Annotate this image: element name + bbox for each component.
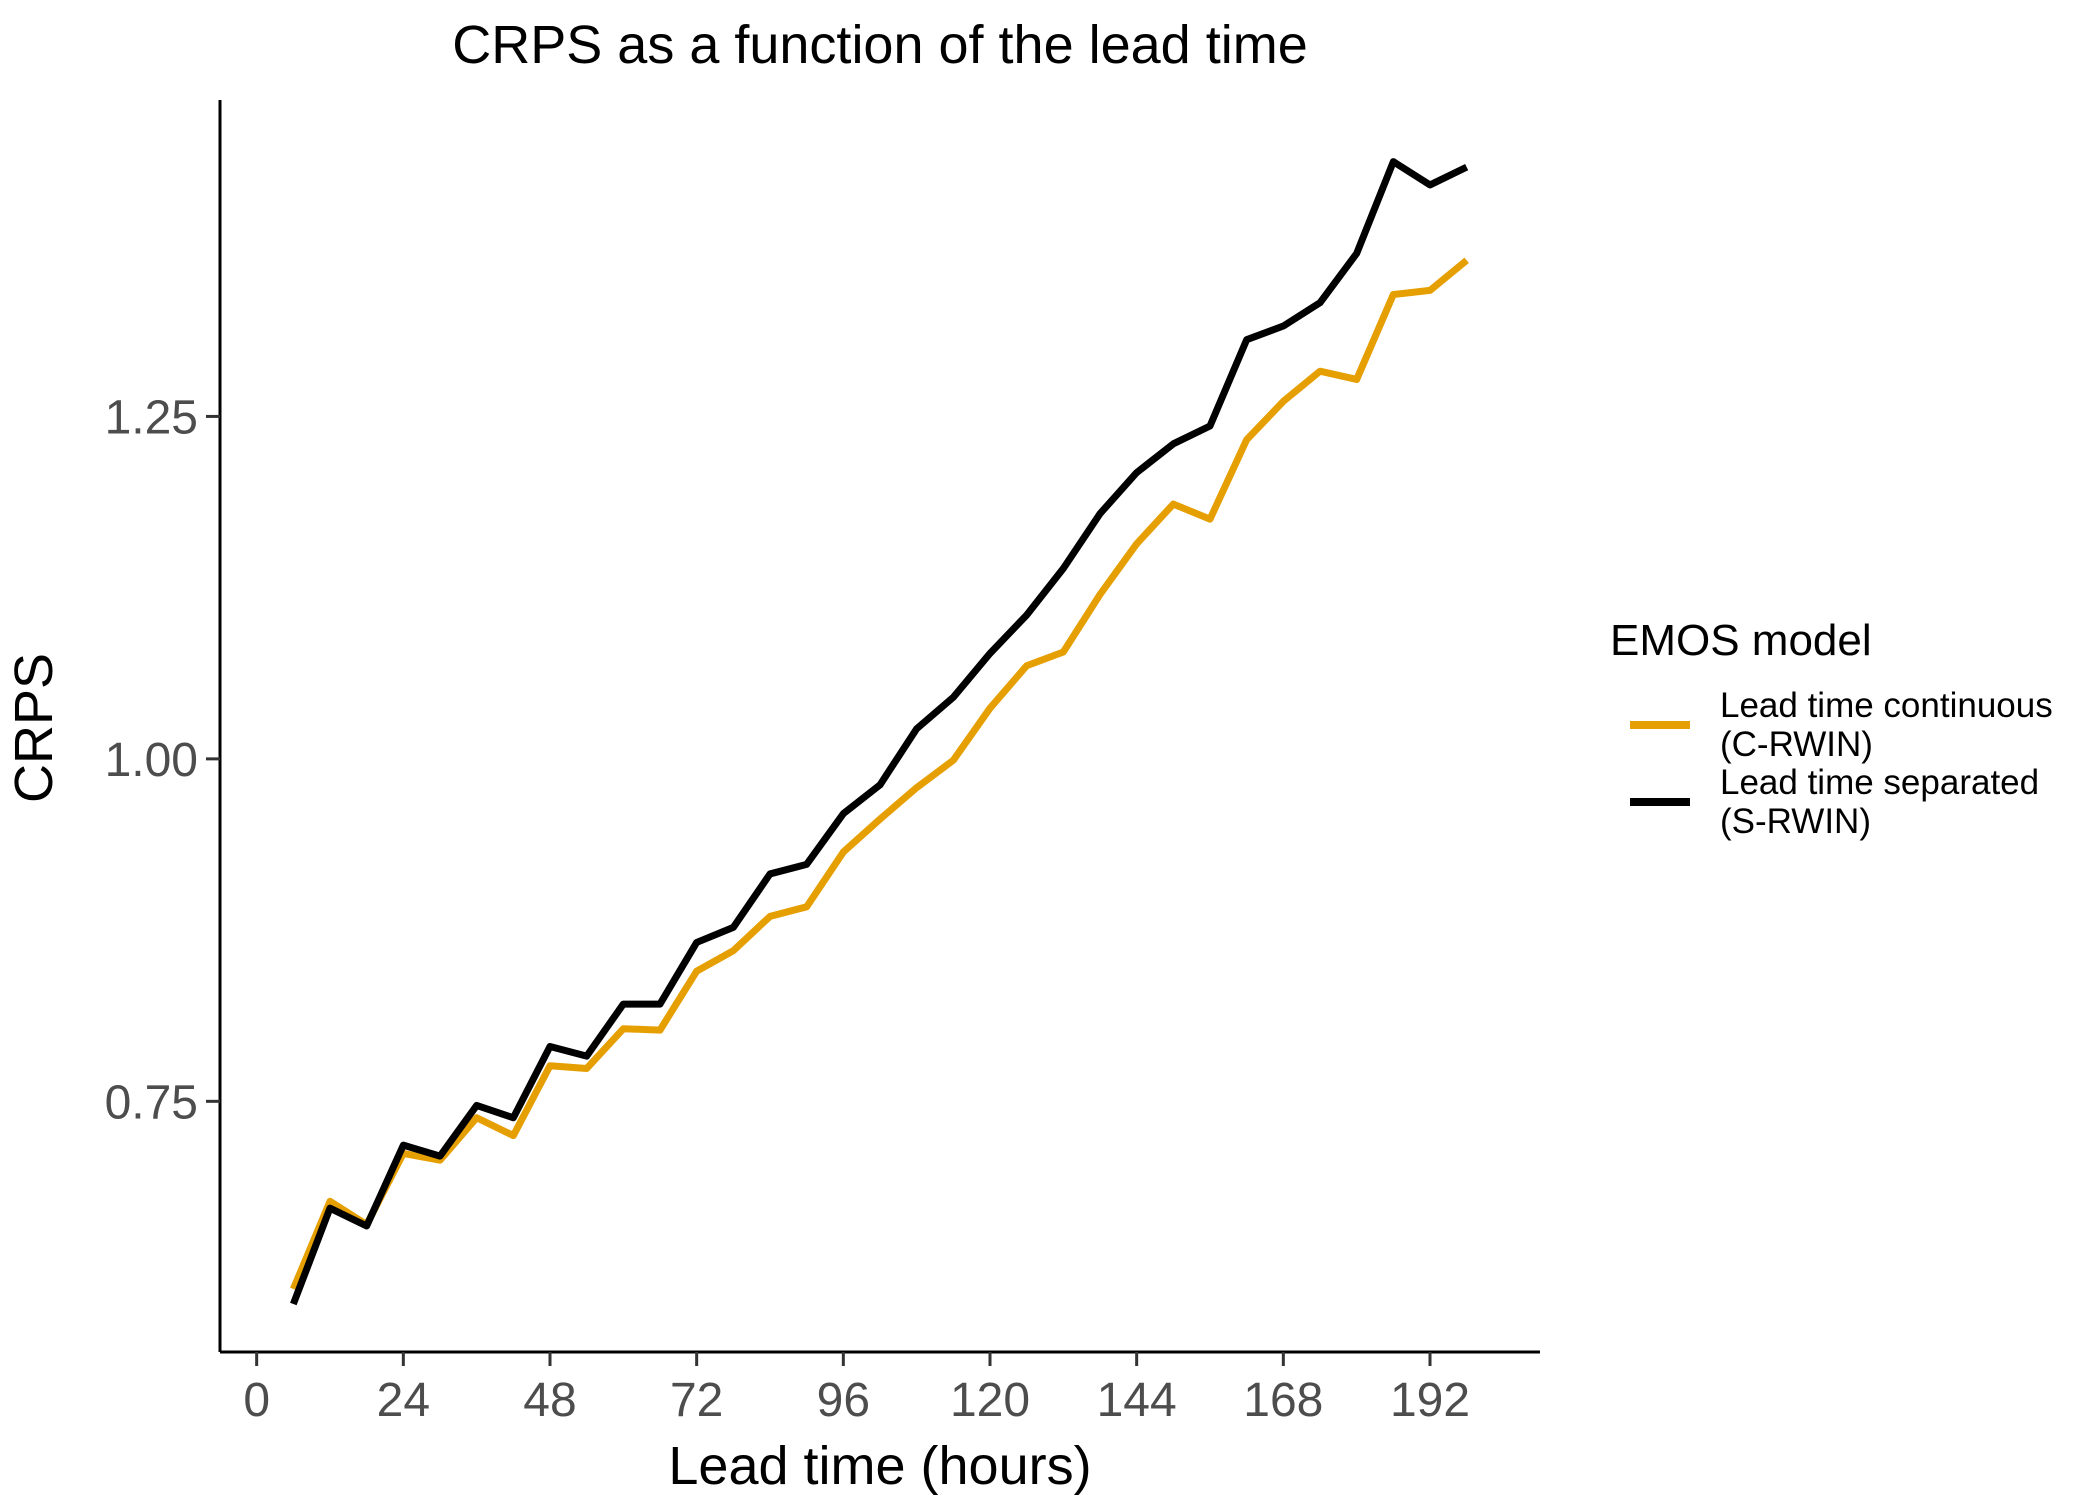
legend-title: EMOS model xyxy=(1610,616,1872,665)
x-axis-title: Lead time (hours) xyxy=(668,1436,1091,1496)
y-tick-label: 1.00 xyxy=(105,734,198,787)
legend-label-1-line-1: Lead time continuous xyxy=(1720,686,2053,725)
x-tick-label: 24 xyxy=(377,1374,430,1427)
x-tick-label: 144 xyxy=(1097,1374,1177,1427)
legend-items: Lead time continuous(C-RWIN)Lead time se… xyxy=(1630,686,2053,841)
chart-title: CRPS as a function of the lead time xyxy=(452,15,1307,75)
y-axis-title: CRPS xyxy=(4,653,64,803)
x-axis-ticks: 0 24 48 72 96 120 144 168 192 xyxy=(243,1352,1470,1427)
x-tick-label: 120 xyxy=(950,1374,1030,1427)
x-tick-label: 0 xyxy=(243,1374,270,1427)
series-layer xyxy=(290,158,1469,1306)
legend-label-2-line-1: Lead time separated xyxy=(1720,763,2039,802)
legend: EMOS model Lead time continuous(C-RWIN)L… xyxy=(1610,616,2053,841)
legend-label-1-line-2: (C-RWIN) xyxy=(1720,725,1873,764)
y-tick-label: 1.25 xyxy=(105,391,198,444)
legend-label-2-line-2: (S-RWIN) xyxy=(1720,802,1871,841)
x-tick-label: 168 xyxy=(1243,1374,1323,1427)
y-axis-ticks: 0.75 1.00 1.25 xyxy=(105,391,220,1129)
x-tick-label: 48 xyxy=(523,1374,576,1427)
series-line-2 xyxy=(290,158,1469,1306)
series-line-1 xyxy=(290,257,1469,1291)
x-tick-label: 72 xyxy=(670,1374,723,1427)
y-tick-label: 0.75 xyxy=(105,1076,198,1129)
x-tick-label: 96 xyxy=(817,1374,870,1427)
x-tick-label: 192 xyxy=(1390,1374,1470,1427)
plot-area: 0 24 48 72 96 120 144 168 192 0.75 1.00 1.25 xyxy=(105,100,1540,1427)
